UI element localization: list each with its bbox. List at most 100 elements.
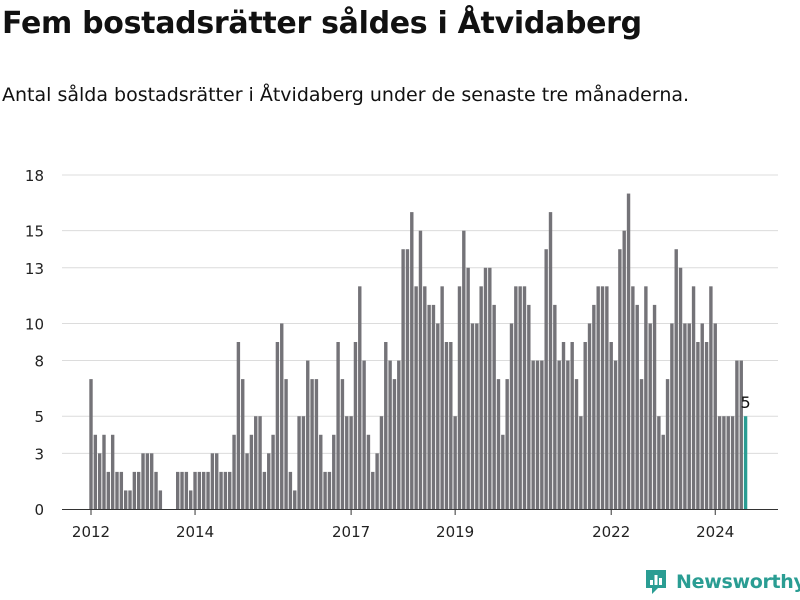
bar (423, 286, 427, 509)
bar (501, 434, 505, 509)
bar (709, 286, 713, 509)
bar (444, 342, 449, 509)
bar (414, 286, 418, 509)
x-tick-label: 2022 (592, 523, 630, 541)
y-tick-label: 10 (25, 315, 44, 333)
bar (254, 416, 258, 509)
bar (392, 379, 397, 509)
bar (717, 416, 722, 509)
bar (262, 471, 267, 509)
bar (492, 304, 496, 509)
bar (466, 267, 470, 509)
bar (236, 342, 241, 509)
bar (388, 360, 392, 509)
bars (89, 193, 748, 510)
bar (106, 471, 111, 509)
bar (154, 471, 158, 509)
bar (184, 471, 189, 509)
bar (462, 230, 466, 510)
bar (479, 286, 483, 509)
bar (657, 416, 661, 509)
bar (436, 323, 440, 509)
bar (93, 434, 98, 509)
bar (89, 379, 93, 509)
bar (297, 416, 301, 509)
bar (228, 471, 232, 509)
bar (600, 286, 605, 509)
bar (665, 379, 670, 509)
chart-subtitle: Antal sålda bostadsrätter i Åtvidaberg u… (2, 84, 690, 106)
bar (496, 379, 501, 509)
y-tick-label: 8 (34, 353, 44, 371)
bar (544, 249, 548, 509)
bar (284, 379, 288, 509)
y-tick-label: 15 (25, 223, 44, 241)
x-tick-label: 2012 (72, 523, 110, 541)
bar (652, 304, 657, 509)
bar (271, 434, 275, 509)
bar (661, 434, 665, 509)
bar (245, 453, 249, 509)
bar (375, 453, 379, 509)
bar (475, 323, 479, 509)
bar (427, 304, 431, 509)
bar (119, 471, 124, 509)
y-tick-label: 18 (25, 167, 44, 185)
bar (631, 286, 635, 509)
bar (340, 379, 345, 509)
bar (249, 434, 254, 509)
bar (202, 471, 206, 509)
bar (323, 471, 327, 509)
last-value-label: 5 (740, 393, 750, 412)
bar (418, 230, 423, 510)
bar (696, 342, 700, 509)
newsworthy-logo-icon (646, 570, 666, 594)
bar (232, 434, 236, 509)
bar (353, 342, 358, 509)
bar (687, 323, 691, 509)
bar (535, 360, 540, 509)
bar (128, 490, 132, 509)
bar (371, 471, 375, 509)
bar (431, 304, 436, 509)
bar (345, 416, 349, 509)
bar (149, 453, 154, 509)
bar (618, 249, 622, 509)
bar (145, 453, 150, 509)
bar (639, 379, 644, 509)
bar (301, 416, 306, 509)
bar (691, 286, 696, 509)
bar (349, 416, 353, 509)
bar (110, 434, 115, 509)
bar (522, 286, 527, 509)
bar (401, 249, 405, 509)
bar (275, 342, 280, 509)
bar (306, 360, 310, 509)
bar (470, 323, 475, 509)
bar (449, 342, 453, 509)
bar (674, 249, 678, 509)
brand-name: Newsworthy (676, 571, 800, 593)
bar (587, 323, 592, 509)
bar (561, 342, 566, 509)
bar (700, 323, 704, 509)
bar (215, 453, 219, 509)
bar (592, 304, 596, 509)
bar (258, 416, 262, 509)
bar (405, 249, 410, 509)
bar (397, 360, 401, 509)
bar (197, 471, 202, 509)
bar (505, 379, 509, 509)
bar (570, 342, 574, 509)
y-tick-label: 0 (34, 501, 44, 519)
bar (319, 434, 323, 509)
bar (457, 286, 462, 509)
bar (102, 434, 106, 509)
bar (180, 471, 184, 509)
bar (635, 304, 639, 509)
y-tick-label: 3 (34, 445, 44, 463)
bar (622, 230, 626, 510)
bar (579, 416, 583, 509)
brand-logo: Newsworthy (644, 568, 800, 596)
bar (410, 212, 414, 510)
